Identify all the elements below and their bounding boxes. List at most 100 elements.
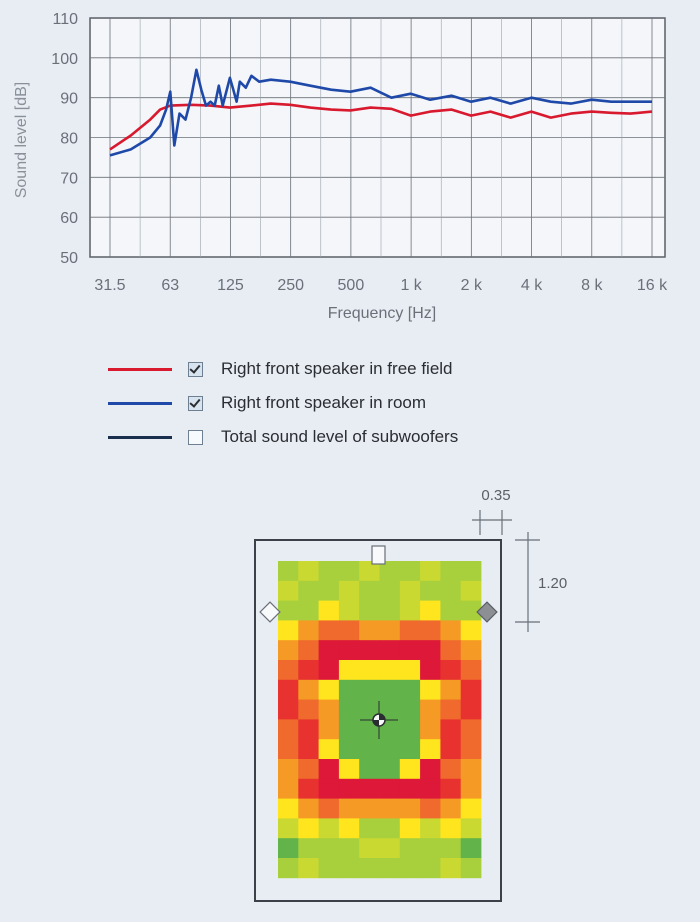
heatmap-cell <box>318 778 340 799</box>
heatmap-cell <box>420 778 441 799</box>
heatmap-cell <box>420 798 441 819</box>
heatmap-cell <box>440 838 462 859</box>
heatmap-cell <box>399 600 421 621</box>
heatmap-cell <box>399 699 421 720</box>
heatmap-cell <box>298 679 319 700</box>
heatmap-cell <box>460 679 482 700</box>
heatmap-cell <box>440 580 462 601</box>
heatmap-cell <box>359 838 380 859</box>
heatmap-cell <box>338 719 360 740</box>
heatmap-cell <box>440 759 462 780</box>
x-axis-label: Frequency [Hz] <box>328 305 436 322</box>
heatmap-cell <box>359 759 380 780</box>
heatmap-cell <box>379 580 401 601</box>
heatmap-cell <box>278 580 299 601</box>
heatmap-cell <box>379 739 401 760</box>
heatmap-cell <box>278 600 299 621</box>
y-tick-label: 50 <box>60 250 78 267</box>
heatmap-cell <box>379 660 401 681</box>
heatmap-cell <box>440 818 462 839</box>
heatmap-cell <box>359 620 380 641</box>
heatmap-cell <box>338 778 360 799</box>
heatmap-cell <box>359 818 380 839</box>
heatmap-cell <box>379 838 401 859</box>
subwoofers-checkbox[interactable] <box>188 429 203 445</box>
heatmap-cell <box>278 818 299 839</box>
heatmap-cell <box>318 798 340 819</box>
listener-position-icon <box>360 701 398 739</box>
heatmap-cell <box>460 818 482 839</box>
heatmap-cell <box>420 640 441 661</box>
legend-swatch-subwoofers <box>108 435 172 439</box>
height-dimension-marker <box>515 532 540 632</box>
legend-label-subwoofers: Total sound level of subwoofers <box>221 427 459 446</box>
heatmap-cell <box>298 858 319 879</box>
heatmap-cell <box>399 660 421 681</box>
x-tick-label: 2 k <box>461 277 483 294</box>
heatmap-cell <box>338 580 360 601</box>
heatmap-cell <box>399 620 421 641</box>
heatmap-cell <box>440 600 462 621</box>
heatmap-cell <box>440 620 462 641</box>
heatmap-cell <box>420 719 441 740</box>
heatmap-cell <box>359 640 380 661</box>
left-speaker-icon <box>259 601 281 623</box>
room-checkbox[interactable] <box>188 395 203 411</box>
heatmap-cell <box>338 600 360 621</box>
heatmap-cell <box>359 679 380 700</box>
x-tick-label: 500 <box>338 277 365 294</box>
heatmap-cell <box>298 620 319 641</box>
y-tick-label: 100 <box>51 51 78 68</box>
heatmap-cell <box>399 640 421 661</box>
heatmap-cell <box>399 858 421 879</box>
heatmap-cell <box>298 838 319 859</box>
free-field-checkbox[interactable] <box>188 361 203 377</box>
heatmap-cell <box>298 561 319 582</box>
x-tick-label: 8 k <box>581 277 603 294</box>
heatmap-cell <box>460 778 482 799</box>
heatmap-cell <box>338 798 360 819</box>
heatmap-cell <box>338 858 360 879</box>
x-tick-label: 4 k <box>521 277 543 294</box>
heatmap-cell <box>278 719 299 740</box>
heatmap-cell <box>440 798 462 819</box>
heatmap-cell <box>399 759 421 780</box>
heatmap-cell <box>420 818 441 839</box>
chart-legend: Right front speaker in free field Right … <box>108 352 458 454</box>
heatmap-cell <box>298 699 319 720</box>
heatmap-cell <box>379 719 401 740</box>
heatmap-cell <box>379 561 401 582</box>
heatmap-cell <box>318 600 340 621</box>
series-line-1 <box>109 68 652 157</box>
heatmap-cell <box>440 679 462 700</box>
legend-item-subwoofers: Total sound level of subwoofers <box>108 420 458 454</box>
heatmap-cell <box>338 679 360 700</box>
x-axis-ticks: 31.5 63 125 250 500 1 k 2 k 4 k 8 k 16 k <box>94 277 668 294</box>
y-axis-ticks: 110 100 90 80 70 60 50 <box>51 11 78 267</box>
heatmap-cell <box>338 759 360 780</box>
legend-swatch-free-field <box>108 367 172 371</box>
heatmap-cell <box>298 580 319 601</box>
y-axis-label: Sound level [dB] <box>13 82 30 199</box>
legend-swatch-room <box>108 401 172 405</box>
y-tick-label: 70 <box>60 170 78 187</box>
height-dimension-label: 1.20 <box>538 575 567 592</box>
heatmap-cell <box>440 660 462 681</box>
heatmap-cell <box>399 719 421 740</box>
chart-series <box>109 68 653 157</box>
heatmap-cell <box>318 660 340 681</box>
heatmap-cell <box>298 759 319 780</box>
heatmap-cell <box>399 561 421 582</box>
heatmap-cell <box>379 620 401 641</box>
heatmap-cell <box>420 699 441 720</box>
heatmap-cell <box>298 739 319 760</box>
heatmap-cell <box>460 858 482 879</box>
heatmap-cell <box>298 640 319 661</box>
room-outline <box>254 539 502 902</box>
heatmap-cell <box>460 640 482 661</box>
heatmap-cell <box>460 719 482 740</box>
heatmap-cell <box>420 739 441 760</box>
heatmap-cell <box>379 759 401 780</box>
x-tick-label: 250 <box>277 277 304 294</box>
heatmap-cell <box>420 561 441 582</box>
